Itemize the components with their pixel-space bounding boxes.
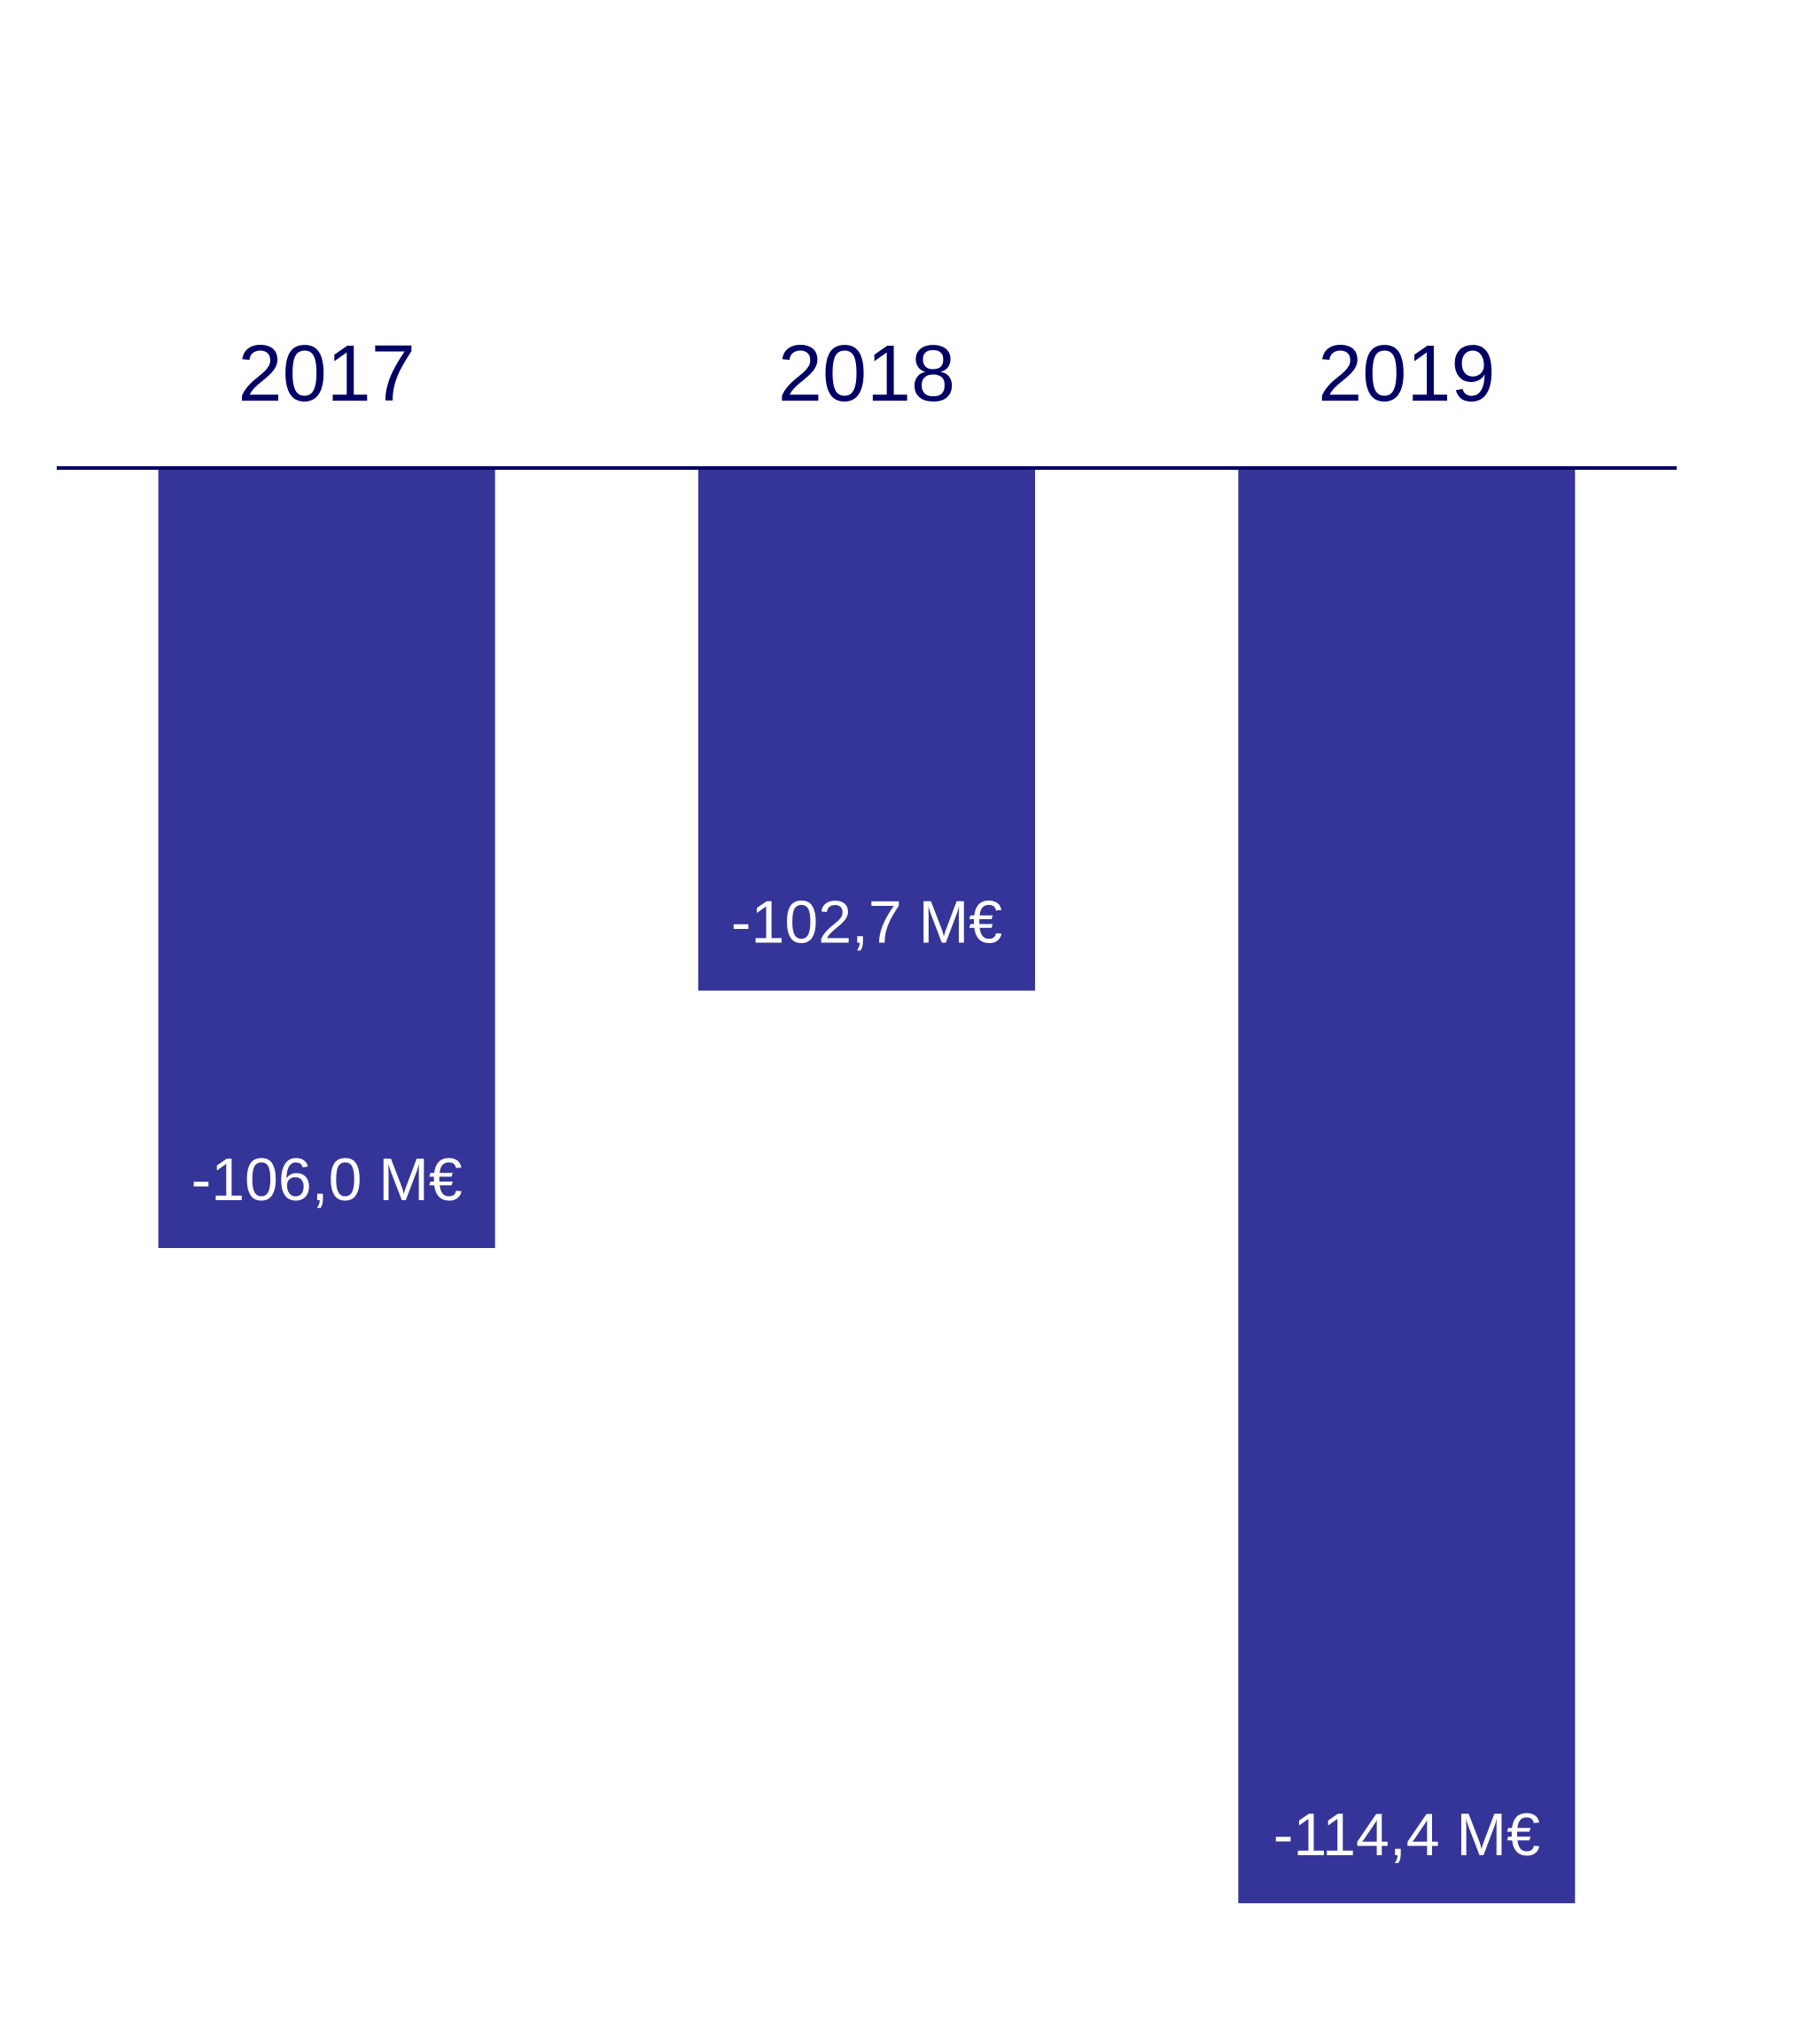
value-label: -106,0 M€	[191, 1146, 463, 1213]
bar	[1238, 468, 1576, 1904]
x-tick-label: 2018	[778, 330, 955, 418]
x-tick-label: 2019	[1318, 330, 1495, 418]
bar	[158, 468, 495, 1248]
value-label: -114,4 M€	[1273, 1801, 1540, 1868]
value-label: -102,7 M€	[731, 889, 1002, 956]
bar	[698, 468, 1035, 991]
x-tick-label: 2017	[238, 330, 416, 418]
